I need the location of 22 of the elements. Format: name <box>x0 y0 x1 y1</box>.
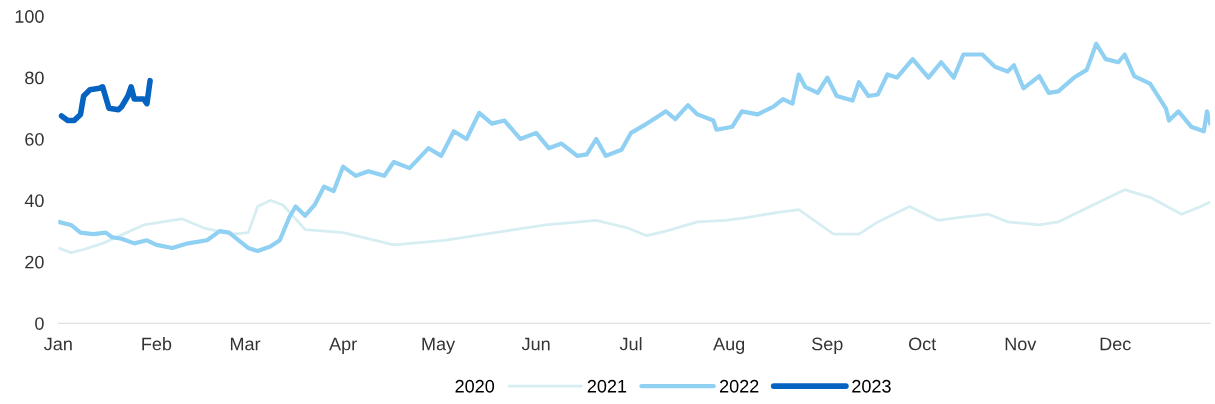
y-tick-label: 60 <box>25 132 44 146</box>
x-tick-label: Oct <box>909 337 937 351</box>
y-tick-label: 20 <box>25 255 44 269</box>
x-tick-label: Jan <box>44 337 72 351</box>
text: 2020 <box>455 379 495 393</box>
legend-label: 2021 <box>587 379 627 393</box>
x-tick-label: Apr <box>329 337 357 354</box>
x-tick-label: Jul <box>619 337 642 351</box>
legend-label: 2023 <box>852 379 891 393</box>
y-tick-label: 100 <box>15 10 44 23</box>
x-tick-label: Dec <box>1100 337 1131 351</box>
x-tick-label: Jun <box>521 337 550 351</box>
x-tick-label: Nov <box>1005 337 1037 351</box>
x-tick-label: Feb <box>142 337 172 351</box>
x-tick-label: Aug <box>713 337 745 354</box>
y-tick-label: 0 <box>35 317 44 330</box>
x-tick-label: Sep <box>812 337 843 354</box>
x-tick-label: May <box>422 337 456 354</box>
x-tick-label: Mar <box>230 337 261 351</box>
y-tick-label: 40 <box>24 194 44 208</box>
y-tick-label: 80 <box>25 71 44 85</box>
legend-label: 2022 <box>720 379 759 393</box>
